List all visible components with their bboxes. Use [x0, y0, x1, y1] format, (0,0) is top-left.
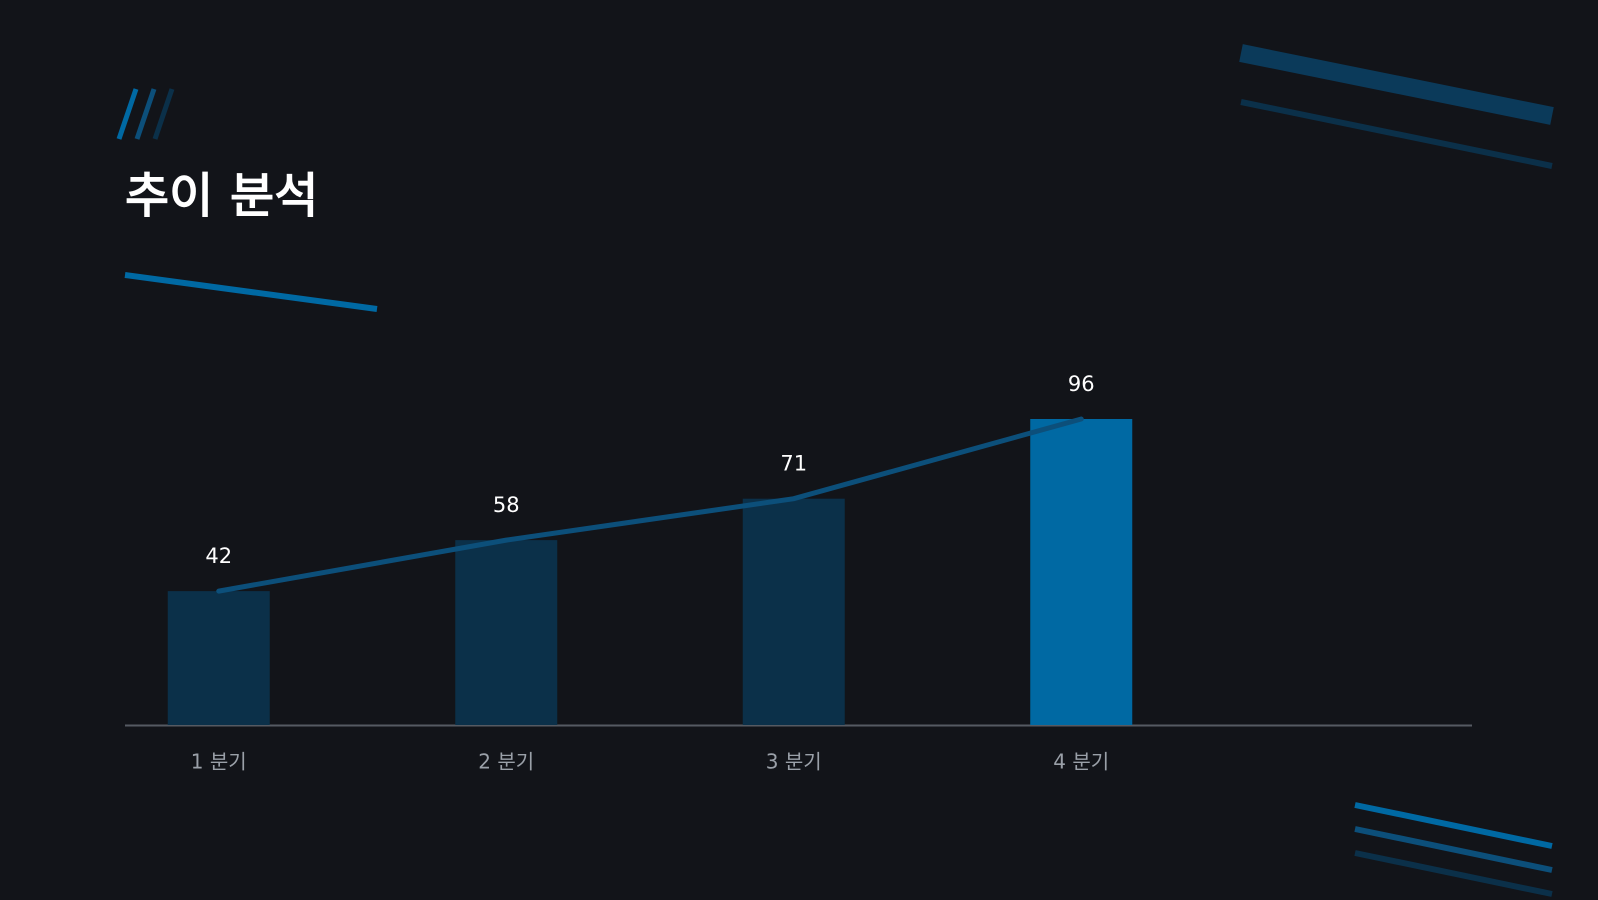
bar: [455, 540, 558, 725]
value-label: 71: [780, 452, 807, 476]
value-label: 58: [493, 493, 520, 517]
trend-line: [216, 416, 1084, 594]
x-tick-label: 1 분기: [191, 750, 247, 774]
decor-bottom-right: [1354, 802, 1553, 897]
x-tick-label: 4 분기: [1053, 750, 1109, 774]
decor-top-right: [1239, 44, 1554, 169]
x-tick-label: 3 분기: [766, 750, 822, 774]
bar: [167, 591, 270, 725]
x-tick-label: 2 분기: [478, 750, 534, 774]
bar: [742, 498, 845, 725]
bar: [1030, 419, 1133, 725]
chart-title: 추이 분석: [125, 168, 318, 224]
value-label: 96: [1068, 372, 1095, 396]
decor-underline: [124, 272, 378, 312]
decor-slashes: [116, 88, 175, 140]
value-label: 42: [205, 544, 232, 568]
